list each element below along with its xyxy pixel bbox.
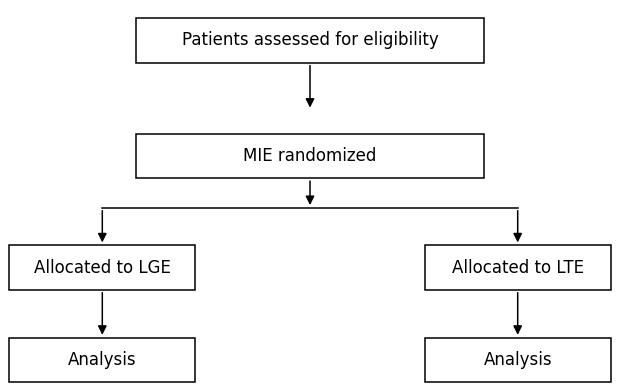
Text: Allocated to LGE: Allocated to LGE xyxy=(34,259,170,276)
Text: Allocated to LTE: Allocated to LTE xyxy=(452,259,583,276)
FancyBboxPatch shape xyxy=(136,18,484,62)
FancyBboxPatch shape xyxy=(136,134,484,178)
FancyBboxPatch shape xyxy=(9,246,195,290)
FancyBboxPatch shape xyxy=(425,338,611,382)
Text: MIE randomized: MIE randomized xyxy=(243,147,377,165)
Text: Analysis: Analysis xyxy=(484,351,552,369)
Text: Analysis: Analysis xyxy=(68,351,136,369)
FancyBboxPatch shape xyxy=(9,338,195,382)
FancyBboxPatch shape xyxy=(425,246,611,290)
Text: Patients assessed for eligibility: Patients assessed for eligibility xyxy=(182,32,438,49)
